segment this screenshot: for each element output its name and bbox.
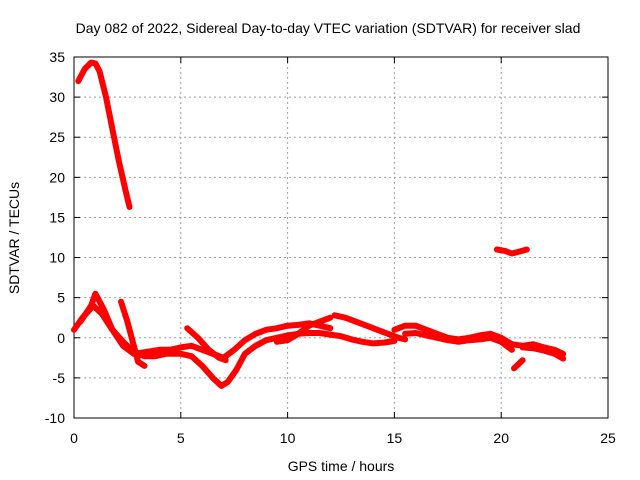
y-tick-label: 35 <box>49 49 65 65</box>
series-arc-f <box>331 312 409 343</box>
x-tick-label: 15 <box>387 430 403 446</box>
chart-title: Day 082 of 2022, Sidereal Day-to-day VTE… <box>76 20 581 36</box>
series-arc-j <box>493 246 530 257</box>
series-arc-h <box>402 330 515 353</box>
series-arc-g <box>391 322 567 357</box>
series-group <box>71 59 567 389</box>
y-tick-label: 0 <box>57 330 65 346</box>
series-arc-d <box>184 325 229 364</box>
series-arc-high <box>75 59 133 210</box>
grid <box>74 57 608 418</box>
y-tick-label: 5 <box>57 290 65 306</box>
x-tick-label: 10 <box>280 430 296 446</box>
y-tick-label: 25 <box>49 129 65 145</box>
x-tick-label: 5 <box>177 430 185 446</box>
series-arc-b <box>77 290 334 361</box>
x-axis-label: GPS time / hours <box>288 458 395 474</box>
y-tick-label: 20 <box>49 169 65 185</box>
y-tick-label: 10 <box>49 250 65 266</box>
x-tick-label: 25 <box>600 430 616 446</box>
x-tick-label: 20 <box>493 430 509 446</box>
axis-ticks: 0 5 10 15 20 25 -10 -5 0 5 10 15 20 25 30 35 <box>45 49 616 446</box>
y-tick-label: 30 <box>49 89 65 105</box>
series-arc-k <box>511 357 526 372</box>
plot-frame <box>73 56 609 419</box>
y-tick-label: -10 <box>45 410 65 426</box>
series-arc-c <box>118 298 148 369</box>
y-tick-label: 15 <box>49 209 65 225</box>
series-arc-i <box>519 344 567 362</box>
x-tick-label: 0 <box>70 430 78 446</box>
series-arc-e <box>273 314 334 345</box>
y-axis-label: SDTVAR / TECUs <box>6 182 22 294</box>
y-tick-label: -5 <box>53 370 66 386</box>
